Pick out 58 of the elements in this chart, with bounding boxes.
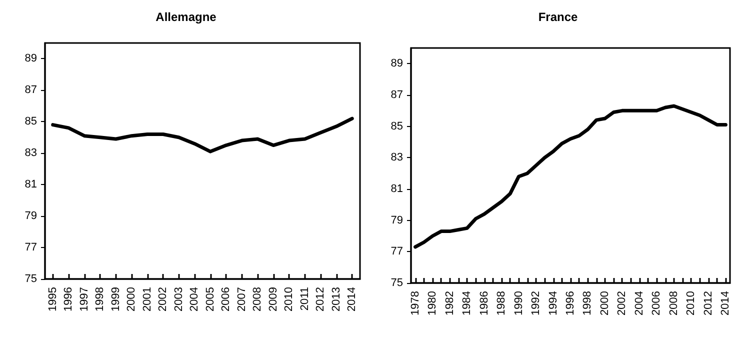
x-tick-label: 2001 — [141, 287, 154, 312]
x-tick-label: 2014 — [720, 291, 732, 316]
x-tick-label: 2002 — [616, 291, 628, 316]
x-tick-label: 1998 — [582, 291, 594, 316]
x-tick-label: 1992 — [530, 291, 542, 316]
y-tick-label: 83 — [390, 152, 403, 164]
x-tick-label: 2014 — [346, 287, 358, 312]
x-tick-label: 2010 — [685, 291, 698, 316]
x-tick-label: 2002 — [157, 287, 170, 312]
x-tick-label: 2006 — [220, 287, 232, 312]
x-tick-label: 2012 — [702, 291, 714, 316]
x-tick-label: 1995 — [46, 287, 59, 312]
x-tick-label: 2008 — [252, 287, 264, 312]
chart-title: France — [538, 10, 578, 24]
y-tick-label: 87 — [24, 84, 37, 96]
y-tick-label: 81 — [24, 178, 37, 191]
y-tick-label: 89 — [390, 58, 403, 70]
line-series — [51, 116, 354, 154]
x-tick-label: 1998 — [94, 287, 106, 312]
x-tick-label: 2000 — [598, 291, 611, 316]
x-tick-label: 1978 — [409, 291, 422, 316]
x-tick-label: 2009 — [267, 287, 280, 312]
y-tick-label: 83 — [24, 147, 37, 160]
y-tick-label: 77 — [390, 246, 403, 258]
x-tick-label: 1982 — [444, 291, 456, 316]
x-tick-label: 2008 — [668, 291, 680, 316]
x-tick-label: 2013 — [330, 287, 342, 312]
x-tick-label: 1980 — [426, 291, 439, 316]
x-tick-label: 2004 — [188, 287, 201, 312]
x-tick-label: 1990 — [512, 291, 525, 316]
y-tick-label: 75 — [390, 277, 403, 289]
x-tick-label: 2000 — [126, 287, 138, 312]
x-tick-label: 1996 — [564, 291, 576, 316]
x-tick-label: 2004 — [633, 291, 646, 316]
x-tick-label: 2012 — [314, 287, 327, 312]
y-tick-label: 87 — [390, 89, 403, 101]
x-tick-label: 1984 — [461, 291, 474, 316]
y-tick-label: 75 — [24, 273, 37, 285]
x-tick-label: 1996 — [62, 287, 75, 312]
x-tick-label: 1988 — [496, 291, 508, 316]
x-tick-label: 1999 — [110, 287, 122, 312]
x-tick-label: 2005 — [204, 287, 216, 312]
x-tick-label: 2003 — [172, 287, 185, 312]
y-tick-label: 77 — [24, 242, 37, 254]
x-tick-label: 2007 — [236, 287, 248, 312]
x-tick-label: 2011 — [298, 287, 311, 311]
chart-title: Allemagne — [156, 10, 217, 24]
y-tick-label: 85 — [24, 116, 37, 128]
x-tick-label: 1997 — [78, 287, 90, 312]
x-tick-label: 1994 — [547, 291, 560, 316]
y-tick-label: 85 — [390, 120, 403, 132]
x-tick-label: 1986 — [478, 291, 490, 316]
y-tick-label: 79 — [24, 210, 37, 222]
y-tick-label: 79 — [390, 214, 403, 226]
y-tick-label: 89 — [24, 52, 37, 65]
y-tick-label: 81 — [390, 183, 403, 195]
x-tick-label: 2006 — [650, 291, 663, 316]
x-tick-label: 2010 — [283, 287, 296, 312]
